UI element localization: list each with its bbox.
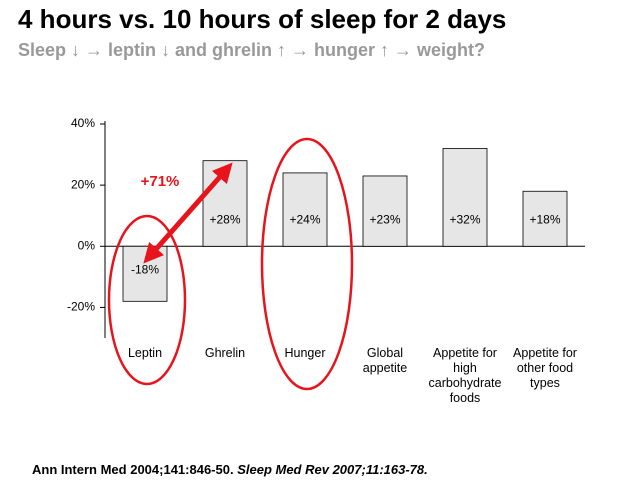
value-label: +18% <box>529 212 560 226</box>
citation-plain: Ann Intern Med 2004;141:846-50. <box>32 462 234 477</box>
y-tick-label: -20% <box>67 300 95 314</box>
y-tick-label: 40% <box>71 116 95 130</box>
x-tick-label: Appetite for other food types <box>513 346 577 390</box>
citation: Ann Intern Med 2004;141:846-50. Sleep Me… <box>32 462 428 477</box>
highlight-ellipse <box>260 137 354 391</box>
arrow <box>143 162 233 264</box>
bar <box>362 175 408 247</box>
chart: 40% 20% 0% -20% -18% +28% +24% +23% +32% +18% +71% <box>67 116 585 391</box>
value-label: +23% <box>369 212 400 226</box>
bar <box>442 148 488 247</box>
y-tick-label: 0% <box>78 238 96 252</box>
bar <box>522 190 568 247</box>
value-label: -18% <box>131 262 159 276</box>
y-tick-label: 20% <box>71 177 95 191</box>
title: 4 hours vs. 10 hours of sleep for 2 days <box>18 4 507 34</box>
x-tick-label: Appetite for high carbohydrate foods <box>428 346 502 405</box>
value-label: +28% <box>209 212 240 226</box>
x-tick-label: Ghrelin <box>204 346 246 360</box>
x-tick-label: Global appetite <box>362 346 408 375</box>
value-label: +24% <box>289 212 320 226</box>
bar <box>282 172 328 247</box>
x-tick-label: Leptin <box>127 346 163 360</box>
citation-italic: Sleep Med Rev 2007;11:163-78. <box>237 462 428 477</box>
annotation: +71% <box>141 173 180 190</box>
subtitle: Sleep ↓ → leptin ↓ and ghrelin ↑ → hunge… <box>18 40 486 60</box>
x-tick-label: Hunger <box>284 346 326 360</box>
value-label: +32% <box>449 212 480 226</box>
